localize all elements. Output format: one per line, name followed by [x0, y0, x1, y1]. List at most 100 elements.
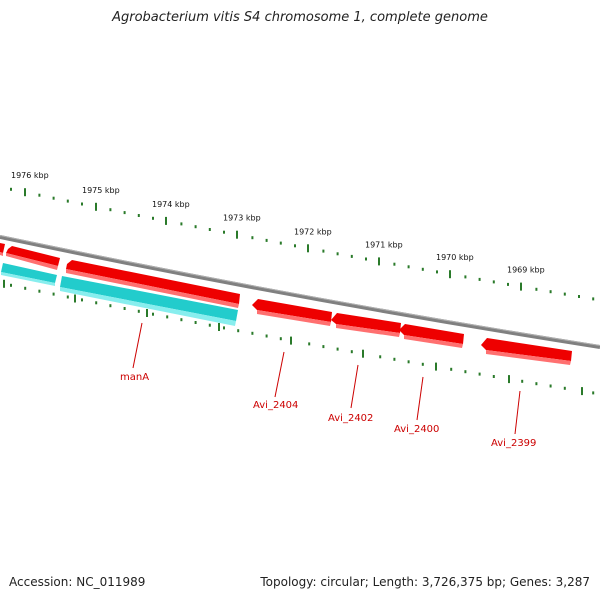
- inner-minor-tick: [123, 307, 126, 310]
- gene-label[interactable]: Avi_2399: [491, 438, 536, 449]
- inner-minor-tick: [152, 312, 154, 316]
- gene-feature-avi-2404[interactable]: [252, 299, 332, 322]
- outer-minor-tick: [180, 222, 183, 226]
- inner-minor-tick: [265, 334, 268, 338]
- gene-feature-avi-2400[interactable]: [404, 335, 463, 348]
- gene-feature-avi-2402[interactable]: [331, 313, 401, 333]
- inner-minor-tick: [535, 382, 538, 386]
- genome-summary-text: Topology: circular; Length: 3,726,375 bp…: [260, 575, 590, 589]
- chromosome-backbone: [0, 235, 600, 349]
- outer-minor-tick: [478, 277, 481, 281]
- outer-minor-tick: [38, 193, 41, 197]
- outer-major-tick: [95, 202, 97, 211]
- inner-minor-tick: [194, 321, 197, 324]
- gene-label[interactable]: Avi_2400: [394, 424, 439, 435]
- gene-feature-avi-2404[interactable]: [257, 310, 331, 326]
- inner-major-tick: [146, 309, 148, 317]
- gene-feature-avi-2399[interactable]: [486, 350, 571, 365]
- outer-minor-tick: [294, 244, 296, 248]
- inner-minor-tick: [421, 362, 424, 366]
- gene-feature-avi-2399[interactable]: [481, 338, 572, 361]
- inner-minor-tick: [379, 355, 382, 359]
- kbp-tick-label: 1975 kbp: [82, 186, 120, 195]
- inner-major-tick: [508, 375, 510, 384]
- outer-minor-tick: [563, 292, 566, 296]
- outer-minor-tick: [52, 196, 55, 200]
- outer-minor-tick: [208, 228, 211, 231]
- inner-minor-tick: [38, 289, 41, 293]
- gene-label-leaders: [132, 322, 521, 435]
- gene-feature[interactable]: [6, 246, 60, 266]
- gene-feature-avi-2402[interactable]: [336, 324, 400, 337]
- gene-feature-other[interactable]: [1, 263, 57, 283]
- outer-minor-tick: [549, 290, 552, 294]
- outer-minor-tick: [421, 267, 424, 271]
- outer-minor-tick: [10, 187, 12, 191]
- gene-feature[interactable]: [0, 243, 5, 253]
- inner-minor-tick: [24, 286, 27, 290]
- inner-minor-tick: [52, 292, 55, 296]
- outer-minor-tick: [507, 282, 509, 286]
- genome-title: Agrobacterium vitis S4 chromosome 1, com…: [112, 10, 488, 25]
- outer-minor-tick: [123, 211, 126, 215]
- gene-label[interactable]: manA: [120, 372, 149, 383]
- gene-label[interactable]: Avi_2402: [328, 413, 373, 424]
- outer-major-tick: [165, 216, 167, 225]
- gene-feature-other[interactable]: [60, 276, 238, 321]
- gene-feature[interactable]: [6, 253, 58, 270]
- inner-major-tick: [218, 323, 220, 331]
- outer-major-tick: [307, 244, 309, 253]
- inner-minor-tick: [208, 323, 211, 327]
- outer-minor-tick: [350, 254, 353, 258]
- gene-feature-avi-2400[interactable]: [399, 324, 464, 344]
- outer-minor-tick: [81, 202, 83, 206]
- inner-minor-tick: [592, 391, 595, 395]
- gene-label-group: manA Avi_2404 Avi_2402 Avi_2400 Avi_2399: [120, 372, 536, 449]
- gene-feature-mana[interactable]: [66, 269, 239, 308]
- gene-feature-other[interactable]: [60, 287, 236, 326]
- inner-minor-tick: [492, 375, 495, 378]
- outer-minor-tick: [436, 270, 438, 274]
- inner-minor-tick: [95, 301, 98, 305]
- kbp-tick-label: 1976 kbp: [11, 171, 49, 180]
- inner-minor-tick: [137, 309, 140, 313]
- outer-minor-tick: [407, 265, 410, 269]
- inner-minor-tick: [279, 337, 282, 341]
- gene-track: [0, 243, 572, 365]
- outer-major-tick: [449, 270, 451, 279]
- gene-label[interactable]: Avi_2404: [253, 400, 298, 411]
- outer-minor-tick: [194, 225, 197, 229]
- inner-minor-tick: [10, 283, 12, 287]
- inner-major-tick: [290, 336, 292, 345]
- gene-feature-mana[interactable]: [66, 260, 240, 304]
- outer-major-tick: [236, 230, 238, 239]
- chromosome-backbone-highlight: [0, 235, 600, 346]
- kbp-tick-label: 1971 kbp: [365, 240, 403, 249]
- inner-minor-tick: [81, 298, 83, 302]
- outer-minor-tick: [492, 280, 495, 284]
- inner-minor-tick: [251, 331, 254, 335]
- outer-minor-tick: [152, 216, 154, 220]
- outer-minor-tick: [365, 257, 367, 261]
- gene-feature[interactable]: [0, 252, 3, 256]
- inner-minor-tick: [237, 329, 240, 333]
- outer-minor-tick: [578, 295, 580, 298]
- inner-minor-tick: [166, 315, 169, 319]
- kbp-tick-label: 1969 kbp: [507, 266, 545, 275]
- outer-minor-tick: [66, 199, 69, 203]
- kbp-tick-label: 1970 kbp: [436, 253, 474, 262]
- inner-minor-tick: [478, 372, 481, 376]
- kbp-label-group: 1976 kbp 1975 kbp 1974 kbp 1973 kbp 1972 kbp…: [11, 171, 545, 274]
- gene-feature-other[interactable]: [1, 272, 55, 286]
- outer-minor-tick: [109, 208, 112, 212]
- inner-minor-tick: [450, 367, 453, 371]
- inner-minor-tick: [393, 357, 396, 361]
- inner-minor-tick: [308, 342, 311, 346]
- outer-minor-tick: [393, 262, 396, 266]
- inner-minor-tick: [350, 350, 353, 354]
- inner-minor-tick: [549, 384, 552, 388]
- outer-tick-track: [10, 187, 595, 301]
- inner-minor-tick: [521, 379, 524, 383]
- inner-minor-tick: [109, 304, 112, 308]
- kbp-tick-label: 1972 kbp: [294, 227, 332, 236]
